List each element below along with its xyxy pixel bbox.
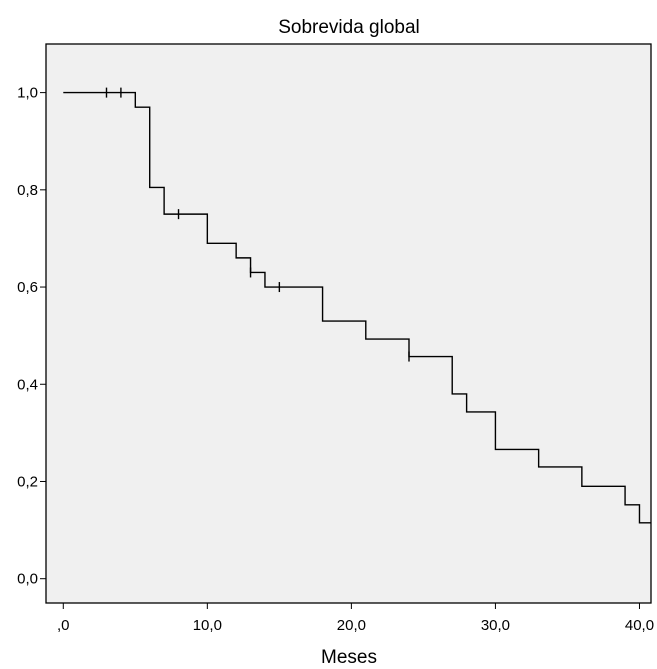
y-axis: 0,0 0,2 0,4 0,6 0,8 1,0	[17, 85, 46, 588]
x-tick-label: 40,0	[625, 617, 654, 634]
plot-area	[45, 43, 652, 604]
x-axis: ,0 10,0 20,0 30,0 40,0	[57, 603, 654, 634]
y-tick-label: 1,0	[17, 85, 38, 102]
chart-title: Sobrevida global	[278, 17, 420, 38]
censor-marks	[105, 87, 410, 362]
x-tick-label: 30,0	[481, 617, 510, 634]
y-tick-label: 0,2	[17, 473, 38, 490]
x-tick-label: 10,0	[193, 617, 222, 634]
y-tick-label: 0,4	[17, 376, 38, 393]
x-tick-label: ,0	[57, 617, 70, 634]
y-tick-label: 0,8	[17, 182, 38, 199]
y-tick-label: 0,0	[17, 571, 38, 588]
survival-step-line	[63, 91, 651, 524]
y-tick-label: 0,6	[17, 279, 38, 296]
x-tick-label: 20,0	[337, 617, 366, 634]
x-axis-title: Meses	[321, 647, 377, 668]
